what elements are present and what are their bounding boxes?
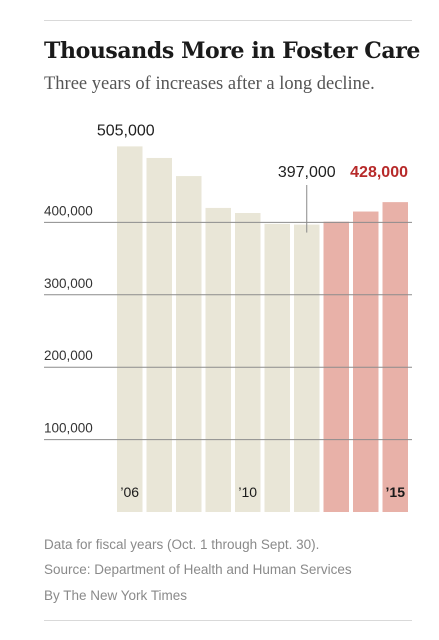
credit-note: By The New York Times (44, 588, 188, 603)
y-tick-label-100000: 100,000 (44, 421, 93, 436)
chart-title: Thousands More in Foster Care (44, 38, 421, 64)
bar-2006 (117, 146, 143, 512)
x-tick-labels-layer: ’06 ’10 ’15 (120, 484, 405, 500)
bottom-rule (44, 620, 412, 621)
bar-2012 (294, 224, 320, 512)
y-tick-label-300000: 300,000 (44, 276, 93, 291)
x-tick-label-2010: ’10 (238, 484, 257, 500)
chart-subtitle: Three years of increases after a long de… (44, 74, 375, 94)
annotation-2006: 505,000 (97, 122, 155, 139)
annotation-2012: 397,000 (278, 164, 336, 181)
bar-2008 (176, 176, 202, 512)
bars-layer (117, 146, 408, 513)
bar-2009 (205, 207, 231, 513)
x-tick-label-2006: ’06 (120, 484, 139, 500)
source-note: Source: Department of Health and Human S… (44, 562, 352, 577)
bar-2011 (264, 223, 290, 512)
annotation-2015: 428,000 (350, 164, 408, 181)
bar-2014 (353, 211, 379, 513)
bar-2015 (382, 202, 408, 512)
y-tick-labels-layer: 100,000 200,000 300,000 400,000 (44, 203, 93, 435)
annotations-layer: 505,000 397,000 428,000 (97, 122, 408, 233)
top-rule (44, 20, 412, 21)
fiscal-year-note: Data for fiscal years (Oct. 1 through Se… (44, 537, 320, 552)
bar-2007 (146, 157, 172, 512)
y-tick-label-200000: 200,000 (44, 348, 93, 363)
gridlines-layer (44, 221, 412, 441)
bar-2010 (235, 212, 261, 513)
y-tick-label-400000: 400,000 (44, 203, 93, 218)
x-tick-label-2015: ’15 (386, 484, 406, 500)
